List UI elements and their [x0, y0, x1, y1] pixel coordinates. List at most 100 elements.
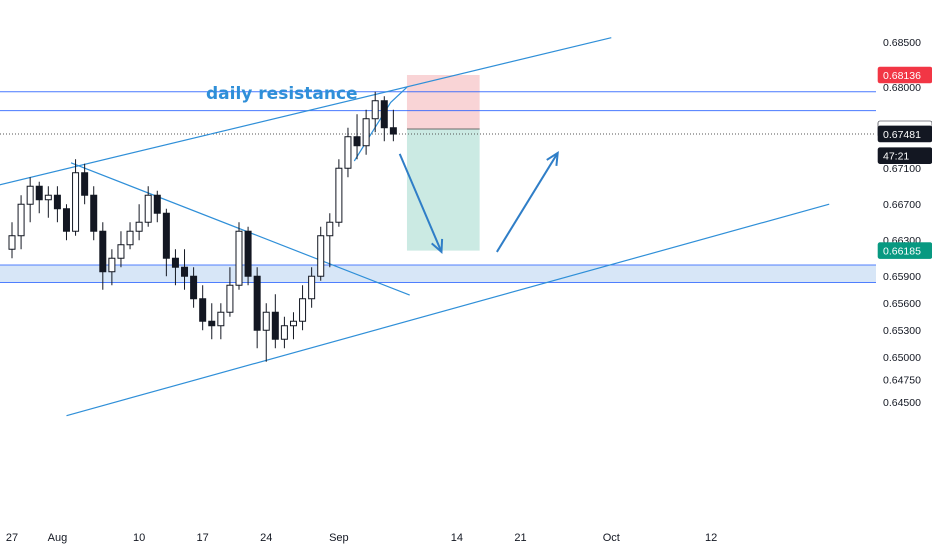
price-badge: 0.67481: [877, 125, 932, 143]
candle: [244, 226, 252, 286]
x-tick-label: 21: [514, 532, 526, 544]
price-badge-label: 0.67481: [883, 129, 921, 141]
candle-body: [181, 266, 189, 277]
candle: [226, 267, 234, 317]
candle-body: [162, 212, 170, 259]
x-tick-label: 17: [197, 532, 209, 544]
candle-body: [308, 275, 316, 300]
arrow-1-shaft: [398, 153, 443, 253]
candle-body: [217, 311, 225, 327]
price-badge-box: [877, 125, 932, 143]
price-badge: 0.66185: [877, 242, 932, 259]
candle-body: [108, 257, 116, 273]
y-tick-label: 0.68000: [883, 82, 921, 94]
candle: [81, 163, 89, 205]
rising-wedge-line: [353, 86, 408, 162]
arrow-2-shaft: [496, 152, 559, 253]
candle-body: [126, 230, 134, 246]
x-tick-label: Oct: [603, 532, 620, 544]
candle: [271, 294, 279, 349]
candle: [199, 285, 207, 331]
candle-body: [44, 194, 52, 201]
candle: [362, 109, 370, 155]
x-tick-label: 10: [133, 532, 145, 544]
candle: [108, 249, 116, 286]
candle-body: [326, 221, 334, 237]
candle: [153, 190, 161, 223]
price-badge-box: [877, 147, 932, 164]
candle-body: [344, 136, 352, 169]
candle: [126, 222, 134, 250]
candle: [181, 249, 189, 290]
candle-body: [235, 230, 243, 286]
support-zone: [0, 264, 876, 283]
y-tick-label: 0.64500: [883, 397, 921, 409]
candle-body: [17, 203, 25, 237]
candle-body: [271, 311, 279, 340]
candle-body: [362, 118, 370, 147]
candle: [135, 204, 143, 241]
price-badge-box: [877, 66, 932, 84]
x-tick-label: 14: [451, 532, 463, 544]
annotation-daily-resistance: daily resistance: [206, 84, 358, 104]
y-tick-label: 0.64750: [883, 375, 921, 387]
candle: [17, 195, 25, 250]
candle: [190, 267, 198, 308]
arrow-1-head: [431, 238, 444, 255]
candle: [317, 226, 325, 281]
date-axis[interactable]: 27 Aug 10 17 24 Sep 14 21 Oct 12: [0, 525, 876, 550]
candle-body: [335, 167, 343, 223]
candle: [208, 303, 216, 340]
price-badge: 47:21: [877, 147, 932, 164]
candle: [289, 312, 297, 340]
candle-body: [226, 284, 234, 313]
candle: [326, 213, 334, 268]
arrow-2-head: [546, 150, 559, 166]
price-axis-background: [876, 0, 932, 550]
candle-body: [353, 136, 361, 147]
candle: [308, 267, 316, 308]
candle: [44, 186, 52, 218]
candle-body: [317, 235, 325, 277]
candle-body: [190, 275, 198, 300]
y-tick-label: 0.65900: [883, 271, 921, 283]
candle: [171, 249, 179, 286]
y-tick-label: 0.68500: [883, 37, 921, 49]
date-axis-background: [0, 525, 876, 550]
channel-upper-line: [0, 37, 612, 186]
stop-loss-zone: [406, 75, 480, 129]
candle: [99, 222, 107, 290]
x-tick-label: 27: [6, 532, 18, 544]
candle-body: [153, 194, 161, 214]
x-tick-label: 24: [260, 532, 272, 544]
candle: [35, 181, 43, 214]
candle: [344, 127, 352, 178]
candle-body: [135, 221, 143, 232]
candle: [380, 96, 388, 142]
candle: [117, 231, 125, 268]
descending-trendline: [70, 162, 410, 296]
price-badge-label: 0.68136: [883, 70, 921, 82]
candle-body: [144, 194, 152, 223]
channel-lower-line: [66, 203, 830, 417]
candle: [90, 186, 98, 241]
y-tick-label: 0.65600: [883, 298, 921, 310]
candle-body: [371, 100, 379, 120]
x-tick-label: Aug: [48, 532, 68, 544]
candle: [217, 303, 225, 340]
candle-body: [199, 298, 207, 322]
candle-body: [289, 320, 297, 327]
candle-body: [62, 208, 70, 232]
candle-body: [117, 244, 125, 259]
candle-body: [8, 235, 16, 250]
y-tick-label: 0.67100: [883, 163, 921, 175]
candle-body: [81, 172, 89, 196]
candle-body: [208, 320, 216, 327]
candle: [235, 222, 243, 290]
candle-body: [253, 275, 261, 331]
price-badge-label: 0.66185: [883, 246, 921, 258]
y-tick-label: 0.65000: [883, 352, 921, 364]
candle: [299, 285, 307, 331]
candle-body: [380, 100, 388, 129]
